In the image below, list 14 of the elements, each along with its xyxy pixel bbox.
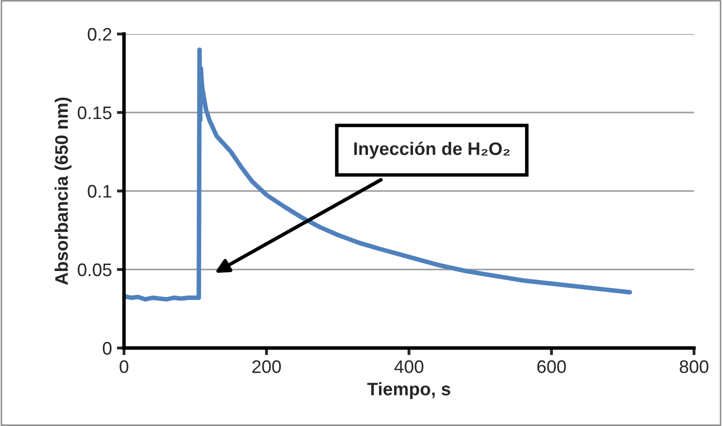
y-tick-label: 0.05 <box>78 263 112 276</box>
y-tick-label: 0 <box>102 342 112 355</box>
y-tick-label: 0.2 <box>88 28 112 41</box>
x-tick-label: 0 <box>120 360 128 374</box>
x-tick-label: 200 <box>252 360 281 374</box>
y-tick-label: 0.15 <box>78 106 112 120</box>
y-tick-label: 0.1 <box>88 184 112 198</box>
y-axis-title: Absorbancia (650 nm) <box>54 98 72 285</box>
x-tick-label: 800 <box>680 360 708 374</box>
line-series <box>124 47 632 302</box>
annotation: Inyección de H₂O₂ <box>354 142 510 159</box>
x-tick-label: 400 <box>394 360 424 374</box>
x-axis-title: Tiempo, s <box>367 382 450 400</box>
x-tick-label: 600 <box>537 360 566 374</box>
